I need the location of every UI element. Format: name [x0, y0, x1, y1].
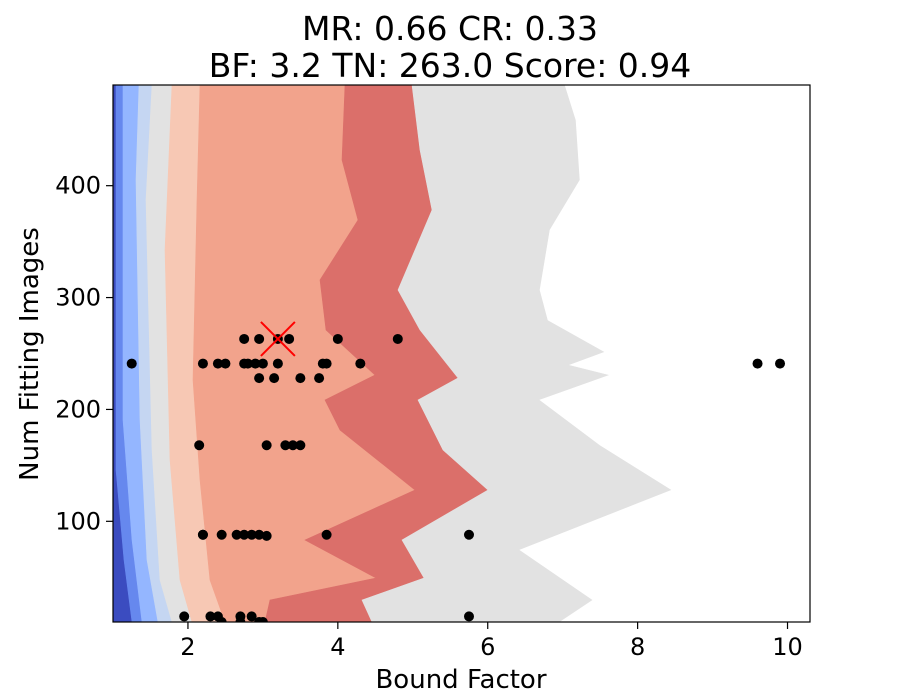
y-axis-label: Num Fitting Images: [15, 227, 45, 481]
best-point-marker: [260, 321, 296, 357]
data-point: [254, 529, 265, 540]
data-point: [242, 358, 253, 369]
best-marker-stroke: [260, 321, 296, 357]
x-tick-label: 4: [330, 633, 345, 661]
data-point: [392, 333, 403, 344]
data-point: [246, 611, 257, 622]
contour-background: [113, 85, 810, 622]
x-tick-label: 2: [180, 633, 195, 661]
data-point: [126, 358, 137, 369]
data-point: [235, 617, 246, 622]
data-point: [239, 333, 250, 344]
data-point: [179, 611, 190, 622]
data-point: [194, 440, 205, 451]
y-tick-label: 200: [55, 395, 101, 423]
x-axis-label: Bound Factor: [375, 665, 546, 695]
y-tick-label: 400: [55, 172, 101, 200]
data-point: [239, 529, 250, 540]
contour-band: [748, 85, 810, 622]
x-tick-label: 8: [630, 633, 645, 661]
data-point: [332, 333, 343, 344]
data-point: [197, 529, 208, 540]
x-tick-label: 10: [772, 633, 803, 661]
x-axis: 2 4 6 8 10: [180, 622, 803, 661]
plot-frame: [112, 84, 811, 623]
data-point: [321, 529, 332, 540]
chart-title-line-1: MR: 0.66 CR: 0.33: [302, 9, 598, 48]
data-point: [752, 358, 763, 369]
contour-band: [519, 85, 749, 622]
data-point: [216, 617, 227, 622]
data-point: [355, 358, 366, 369]
data-point: [269, 373, 280, 384]
data-point: [317, 358, 328, 369]
data-point: [463, 529, 474, 540]
data-point: [254, 373, 265, 384]
data-point: [212, 358, 223, 369]
y-tick-label: 100: [55, 507, 101, 535]
data-point: [280, 440, 291, 451]
data-point: [257, 617, 268, 622]
data-point: [261, 530, 272, 541]
data-point: [295, 440, 306, 451]
data-point: [231, 529, 242, 540]
data-point: [216, 529, 227, 540]
y-tick-label: 300: [55, 284, 101, 312]
data-point: [220, 358, 231, 369]
data-point: [463, 611, 474, 622]
data-point: [287, 440, 298, 451]
y-axis: 100 200 300 400: [55, 172, 113, 535]
data-point: [272, 358, 283, 369]
x-tick-label: 6: [480, 633, 495, 661]
data-point: [314, 373, 325, 384]
data-point: [284, 333, 295, 344]
data-point: [250, 358, 261, 369]
data-point: [261, 440, 272, 451]
data-point: [775, 358, 786, 369]
data-point: [197, 358, 208, 369]
data-point: [257, 358, 268, 369]
data-point: [254, 333, 265, 344]
chart-title-line-2: BF: 3.2 TN: 263.0 Score: 0.94: [209, 46, 692, 85]
data-point: [205, 611, 216, 622]
data-point: [295, 373, 306, 384]
data-point: [246, 529, 257, 540]
